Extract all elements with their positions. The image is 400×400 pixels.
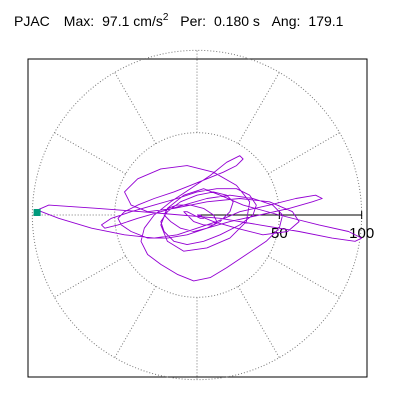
per-label: Per: [180, 13, 206, 29]
grid-spoke-60 [237, 72, 280, 144]
per-value: 0.180 s [213, 13, 260, 29]
ang-value: 179.1 [308, 13, 344, 29]
station-code: PJAC [14, 13, 50, 29]
max-unit-exponent: 2 [162, 12, 169, 23]
grid-spoke-30 [268, 132, 340, 175]
scale-tick-label-100: 100 [349, 225, 374, 242]
motion-trace [36, 155, 363, 282]
max-unit: cm/s [133, 13, 163, 29]
grid-spoke-120 [114, 72, 157, 144]
plot-header: PJAC Max: 97.1 cm/s2 Per: 0.180 s Ang: 179.1 [14, 12, 343, 29]
plot-frame [27, 58, 368, 378]
grid-spoke-330 [268, 255, 340, 298]
max-value: 97.1 [102, 13, 130, 29]
grid-spoke-210 [54, 255, 126, 298]
grid-spoke-150 [54, 132, 126, 175]
max-point-marker [33, 208, 41, 216]
grid-spoke-300 [237, 286, 280, 358]
ang-label: Ang: [271, 13, 301, 29]
grid-spoke-240 [114, 286, 157, 358]
max-label: Max: [63, 13, 95, 29]
